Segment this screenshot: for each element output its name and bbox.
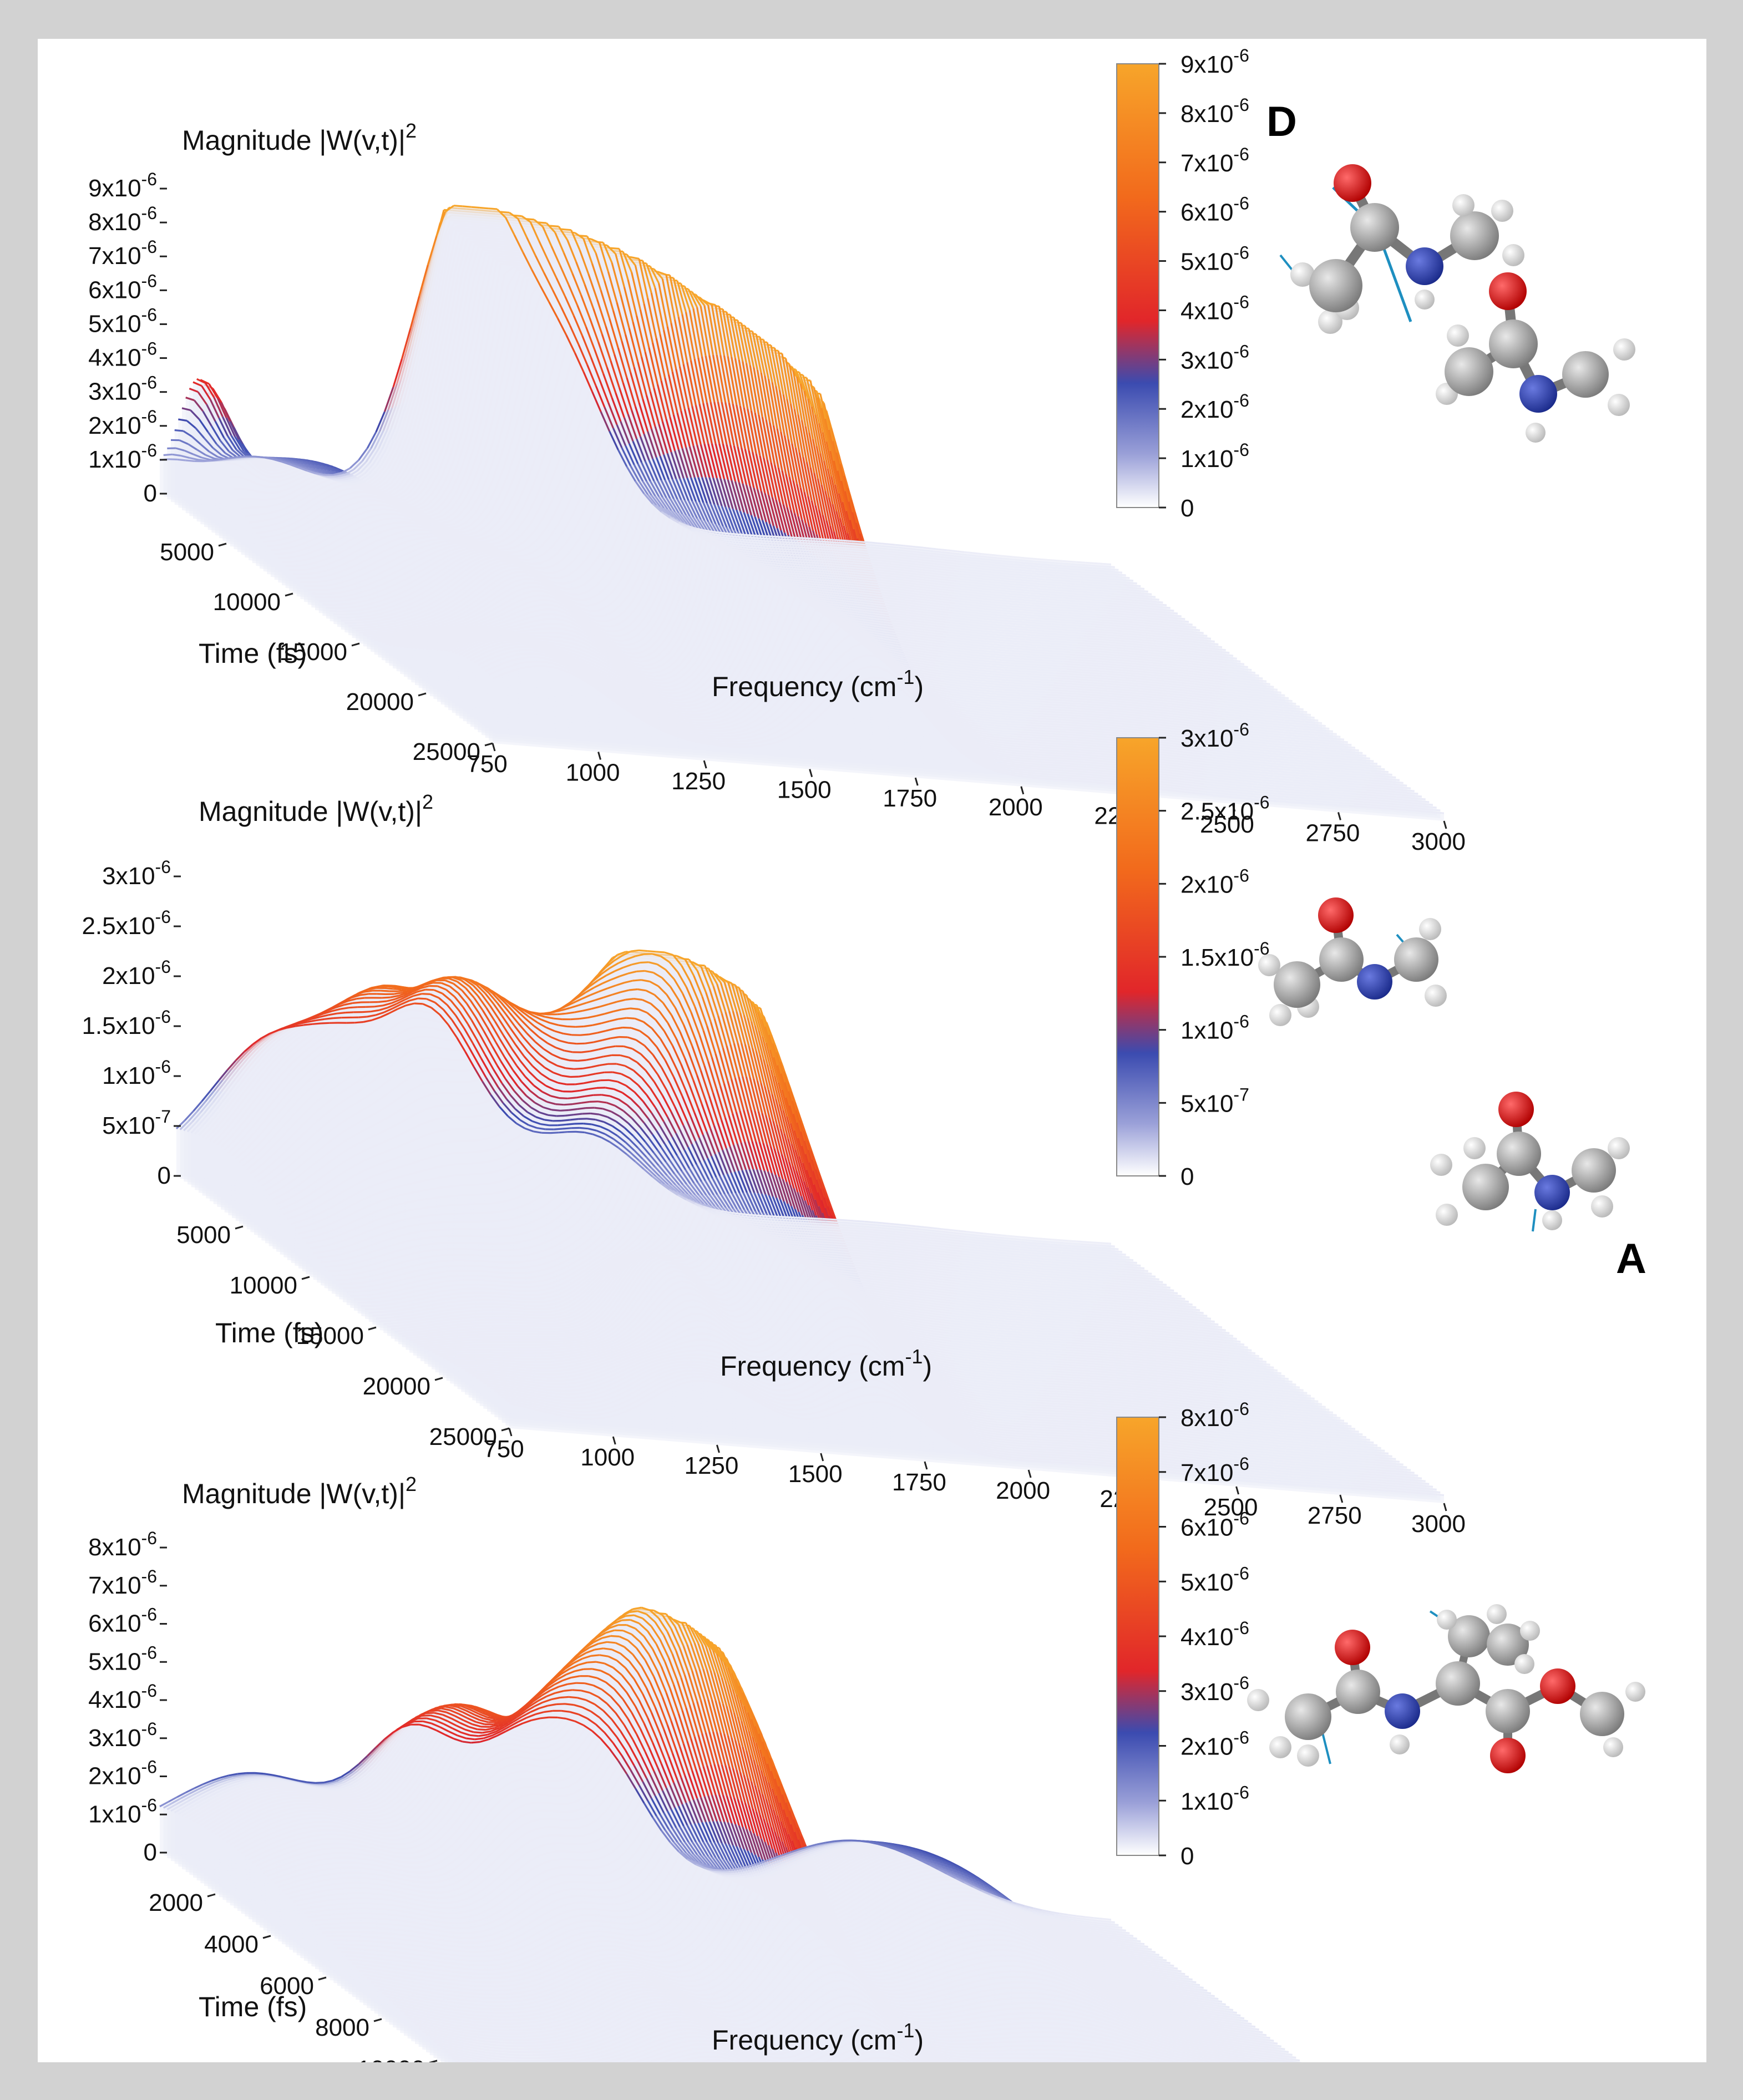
surface-panel-d: Magnitude |W(v,t)|2 9x10-68x10-67x10-66x… bbox=[88, 45, 1635, 855]
figure-canvas: Magnitude |W(v,t)|2 9x10-68x10-67x10-66x… bbox=[38, 39, 1706, 2062]
figure-frame: Magnitude |W(v,t)|2 9x10-6 8x10-6 7x10-6 6x… bbox=[38, 39, 1706, 2062]
surface-plot bbox=[160, 206, 1444, 821]
figure-root: Magnitude |W(v,t)|2 9x10-6 8x10-6 7x10-6 6x… bbox=[0, 0, 1743, 2100]
